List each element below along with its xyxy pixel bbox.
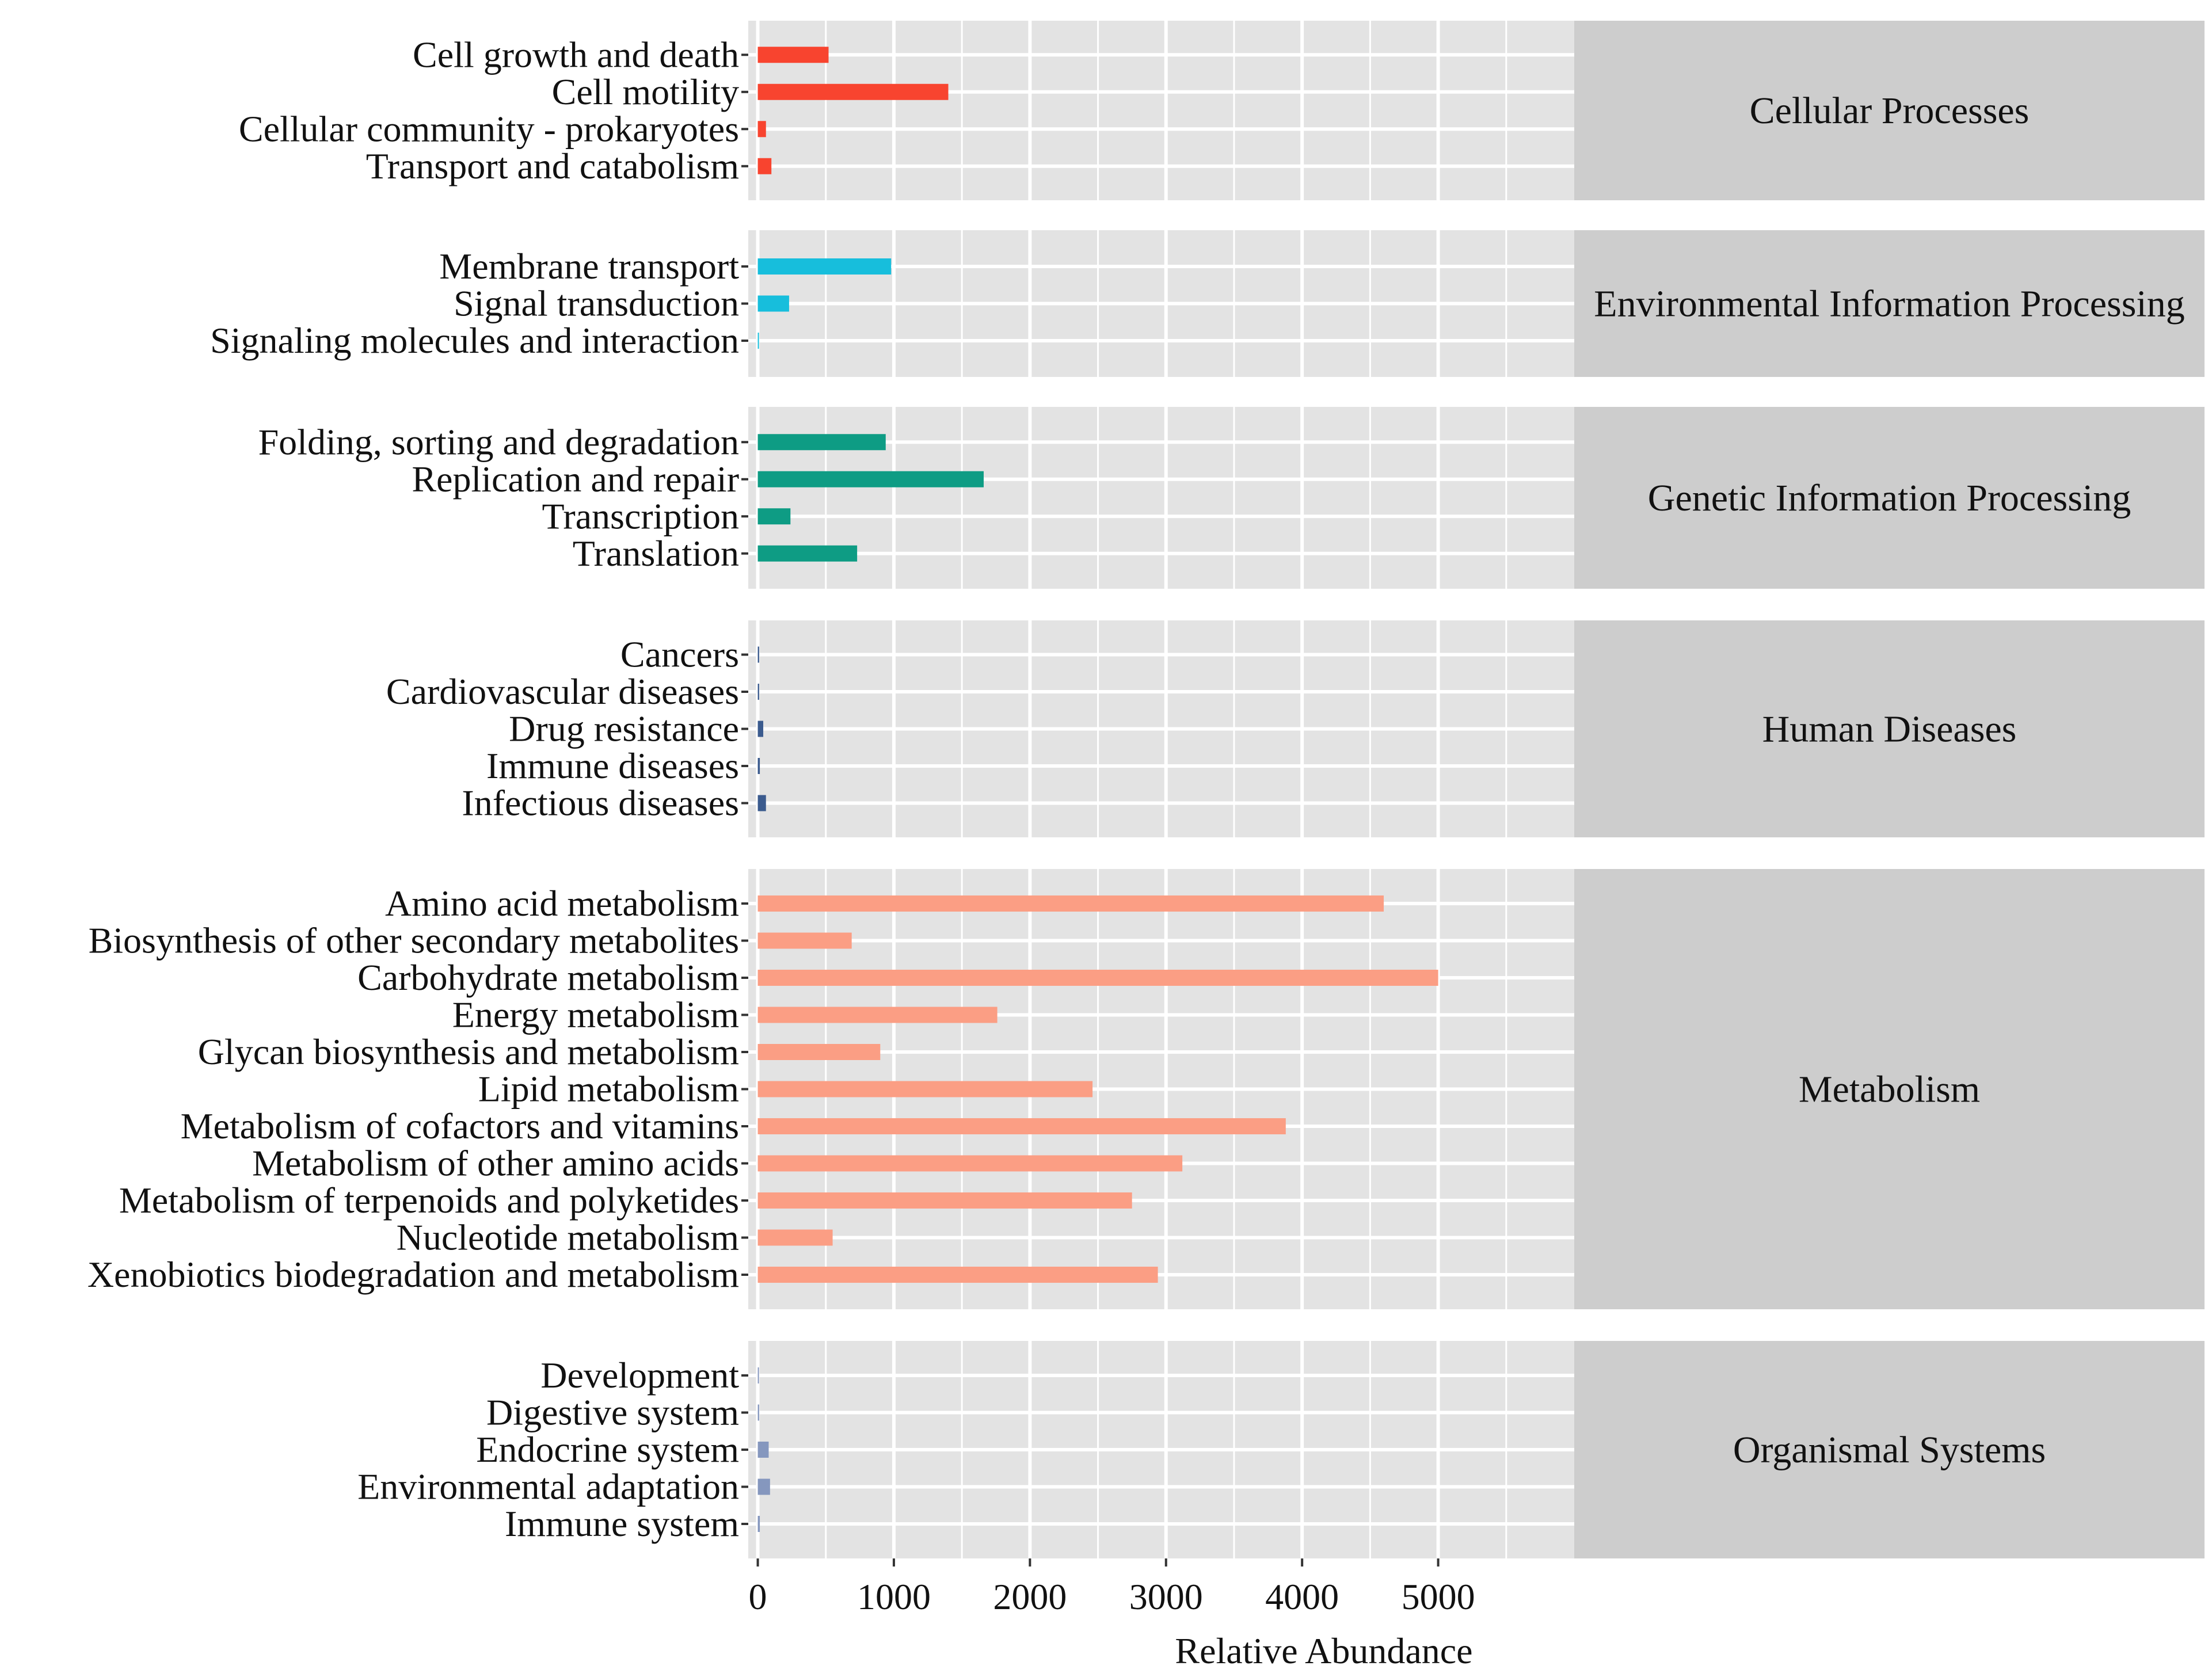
category-label: Xenobiotics biodegradation and metabolis… <box>87 1254 739 1295</box>
category-label: Biosynthesis of other secondary metaboli… <box>89 920 739 961</box>
category-label: Cancers <box>620 634 739 675</box>
x-axis: 0 1000 2000 3000 4000 5000 <box>749 1558 1475 1617</box>
bar <box>757 1118 1286 1134</box>
bar <box>757 970 1438 986</box>
bar <box>757 646 759 663</box>
bar <box>757 932 852 949</box>
category-label: Development <box>540 1355 739 1396</box>
facet-strip <box>1574 21 2205 200</box>
bar <box>757 83 949 100</box>
facet-strip-label: Genetic Information Processing <box>1648 477 2131 519</box>
bar <box>757 47 829 63</box>
facet-strip <box>1574 620 2205 837</box>
category-label: Cell motility <box>552 71 739 112</box>
category-label: Digestive system <box>486 1392 739 1433</box>
bar <box>757 158 772 174</box>
category-label: Translation <box>573 533 739 574</box>
bar <box>757 1155 1183 1172</box>
category-label: Immune system <box>505 1503 739 1544</box>
panel: Folding, sorting and degradationReplicat… <box>258 407 2205 589</box>
category-label: Glycan biosynthesis and metabolism <box>198 1031 739 1072</box>
category-label: Carbohydrate metabolism <box>357 957 739 998</box>
category-label: Transcription <box>542 496 739 536</box>
bar <box>757 1007 998 1023</box>
x-tick-label: 0 <box>749 1576 767 1617</box>
bar <box>757 1229 833 1246</box>
bar <box>757 1267 1158 1283</box>
category-label: Immune diseases <box>486 745 739 786</box>
bar <box>757 721 764 737</box>
category-label: Signaling molecules and interaction <box>210 320 739 361</box>
x-tick-label: 1000 <box>857 1576 931 1617</box>
bar <box>757 295 789 312</box>
x-tick-label: 2000 <box>993 1576 1067 1617</box>
facet-strip <box>1574 230 2205 377</box>
facet-strip-label: Organismal Systems <box>1733 1429 2046 1471</box>
x-tick-label: 3000 <box>1129 1576 1203 1617</box>
bar <box>757 471 984 487</box>
bar <box>757 1367 759 1383</box>
bar <box>757 1404 759 1421</box>
category-label: Nucleotide metabolism <box>397 1217 739 1258</box>
category-label: Lipid metabolism <box>478 1069 739 1110</box>
category-label: Drug resistance <box>509 708 739 749</box>
panel-background <box>748 21 1574 200</box>
bar <box>757 258 892 275</box>
bar <box>757 1478 770 1495</box>
facet-strip <box>1574 407 2205 589</box>
category-label: Cell growth and death <box>413 34 739 75</box>
bar <box>757 508 791 525</box>
bar <box>757 1442 769 1458</box>
facet-strip <box>1574 869 2205 1309</box>
bar <box>757 1044 881 1060</box>
bar <box>757 684 759 700</box>
category-label: Metabolism of other amino acids <box>252 1143 739 1184</box>
category-label: Folding, sorting and degradation <box>258 421 739 462</box>
bar <box>757 333 759 349</box>
x-axis-title: Relative Abundance <box>1175 1630 1472 1671</box>
category-label: Metabolism of cofactors and vitamins <box>181 1106 739 1146</box>
category-label: Membrane transport <box>439 246 739 287</box>
category-label: Cardiovascular diseases <box>386 671 739 712</box>
bar <box>757 795 766 811</box>
facet-strip-label: Cellular Processes <box>1750 90 2030 132</box>
category-label: Infectious diseases <box>462 783 739 824</box>
bar <box>757 1516 760 1532</box>
category-label: Metabolism of terpenoids and polyketides <box>119 1180 739 1221</box>
category-label: Transport and catabolism <box>366 146 739 186</box>
category-label: Environmental adaptation <box>357 1466 739 1507</box>
bar <box>757 1192 1132 1209</box>
bar <box>757 758 760 774</box>
category-label: Replication and repair <box>412 459 739 500</box>
facet-strip-label: Metabolism <box>1799 1069 1980 1111</box>
category-label: Energy metabolism <box>452 994 739 1035</box>
category-label: Signal transduction <box>454 283 739 324</box>
bar <box>757 434 886 451</box>
facet-strip <box>1574 1341 2205 1558</box>
category-label: Endocrine system <box>476 1429 739 1470</box>
category-label: Cellular community - prokaryotes <box>239 108 739 149</box>
x-tick-label: 4000 <box>1265 1576 1339 1617</box>
facet-strip-label: Environmental Information Processing <box>1594 283 2184 325</box>
bar <box>757 121 766 138</box>
category-label: Amino acid metabolism <box>385 883 739 924</box>
bar <box>757 1081 1093 1097</box>
facet-strip-label: Human Diseases <box>1762 708 2017 750</box>
bar <box>757 895 1384 912</box>
bar <box>757 545 858 562</box>
x-tick-label: 5000 <box>1402 1576 1475 1617</box>
